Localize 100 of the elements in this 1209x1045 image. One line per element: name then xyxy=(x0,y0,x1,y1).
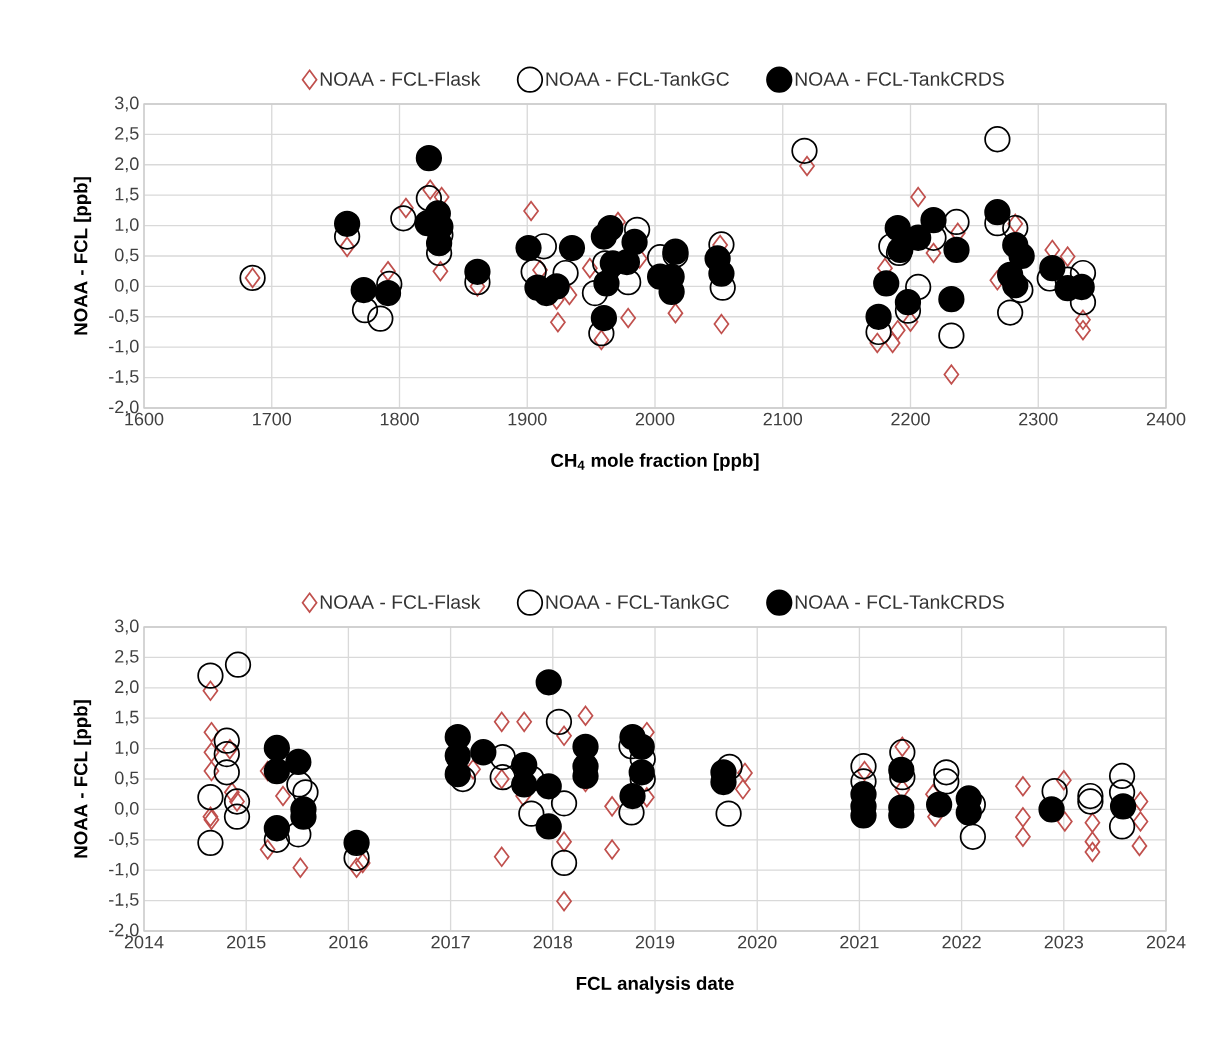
point xyxy=(515,234,542,262)
y-tick-label: 2,5 xyxy=(115,126,139,142)
point xyxy=(263,734,290,762)
x-tick-label: 1700 xyxy=(253,412,292,426)
point xyxy=(343,829,370,856)
point xyxy=(556,891,572,912)
point xyxy=(489,764,516,791)
point xyxy=(558,234,586,262)
point xyxy=(943,364,960,385)
point xyxy=(715,800,742,827)
x-tick-label: 2018 xyxy=(533,935,573,949)
point xyxy=(535,669,562,696)
point xyxy=(938,286,965,313)
x-tick-label: 2300 xyxy=(1019,412,1058,426)
point xyxy=(339,236,355,258)
y-tick-label: -1,0 xyxy=(109,862,139,878)
text: CH$_{4}$ mole fraction [ppb] xyxy=(551,453,759,471)
point xyxy=(620,307,637,329)
x-tick-label: 1900 xyxy=(508,412,547,426)
point xyxy=(933,759,960,786)
y-tick-label: -1,0 xyxy=(109,339,139,355)
point xyxy=(203,742,220,763)
point xyxy=(390,205,417,232)
point xyxy=(1132,811,1149,832)
point xyxy=(550,790,578,817)
x-tick-label: 2023 xyxy=(1044,935,1084,949)
x-tick-label: 2020 xyxy=(738,935,777,949)
point xyxy=(223,788,251,815)
x-tick-label: 2000 xyxy=(635,412,675,426)
point xyxy=(464,258,491,285)
x-tick-label: 2015 xyxy=(227,935,266,949)
point xyxy=(1038,796,1065,823)
point xyxy=(604,839,620,860)
point xyxy=(292,857,309,878)
point xyxy=(203,760,220,782)
point xyxy=(708,260,735,287)
point xyxy=(516,711,533,733)
point xyxy=(888,756,915,784)
point xyxy=(285,748,312,776)
x-tick-label: 2017 xyxy=(431,935,470,949)
point xyxy=(1056,811,1073,832)
y-tick-label: 1,0 xyxy=(115,741,139,757)
point xyxy=(354,852,371,874)
point xyxy=(1075,319,1091,341)
y-tick-label: 1,0 xyxy=(115,218,139,234)
point xyxy=(545,708,573,735)
y-tick-label: 1,5 xyxy=(115,187,139,203)
y-tick-label: -1,5 xyxy=(109,370,139,385)
point xyxy=(735,779,751,800)
x-tick-label: 2021 xyxy=(840,935,879,949)
point xyxy=(374,279,402,307)
point xyxy=(884,332,901,354)
point xyxy=(259,839,276,860)
point xyxy=(869,332,886,354)
x-tick-label: 2200 xyxy=(891,412,930,426)
point xyxy=(920,206,947,234)
point xyxy=(984,199,1011,226)
point xyxy=(1131,835,1148,857)
point xyxy=(590,223,618,250)
point xyxy=(737,762,753,784)
y-tick-label: 2,0 xyxy=(115,680,139,696)
x-tick-label: 2019 xyxy=(635,935,675,949)
point xyxy=(799,155,815,177)
point xyxy=(556,831,572,852)
point xyxy=(213,727,240,754)
point xyxy=(713,313,730,335)
point xyxy=(1008,242,1035,270)
point xyxy=(925,791,953,818)
x-tick-label: 2400 xyxy=(1146,412,1186,426)
point xyxy=(850,753,877,780)
point xyxy=(197,784,224,811)
point xyxy=(493,846,510,868)
point xyxy=(997,299,1024,326)
point xyxy=(213,759,240,786)
point xyxy=(1077,782,1104,810)
point xyxy=(197,829,224,856)
point xyxy=(367,305,394,332)
point xyxy=(380,260,396,282)
point xyxy=(889,319,906,341)
point xyxy=(873,270,900,297)
point xyxy=(223,803,251,830)
point xyxy=(1002,272,1029,299)
point xyxy=(604,796,620,817)
point xyxy=(581,257,598,279)
y-tick-label: 3,0 xyxy=(114,96,139,112)
point xyxy=(667,302,684,324)
point xyxy=(197,662,224,689)
y-tick-label: -0,5 xyxy=(109,832,139,848)
point xyxy=(577,705,594,726)
point xyxy=(535,773,562,800)
x-tick-label: 1800 xyxy=(380,412,419,426)
y-tick-label: 3,0 xyxy=(114,619,139,635)
point xyxy=(1084,841,1101,863)
y-tick-label: -0,5 xyxy=(109,309,139,325)
point xyxy=(933,768,960,795)
y-tick-label: 0,5 xyxy=(114,771,139,787)
x-tick-label: 2022 xyxy=(942,935,981,949)
point xyxy=(470,739,497,766)
y-tick-label: 0,5 xyxy=(114,248,139,264)
point xyxy=(590,304,618,332)
